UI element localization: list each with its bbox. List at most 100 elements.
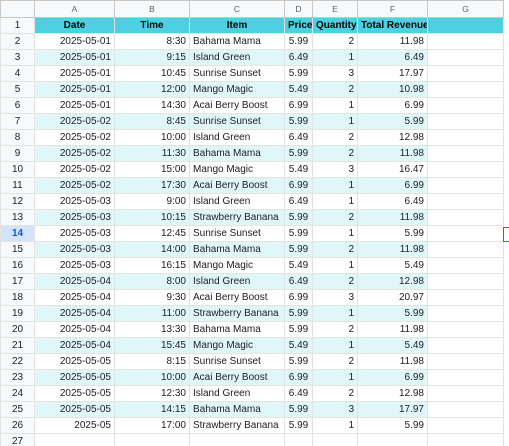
time-cell[interactable]: 11:30 <box>114 145 190 162</box>
date-cell[interactable]: 2025-05-01 <box>34 97 115 114</box>
item-cell[interactable]: Acai Berry Boost <box>189 97 285 114</box>
total-revenue-cell[interactable]: 11.98 <box>357 33 428 50</box>
item-cell[interactable]: Strawberry Banana <box>189 305 285 322</box>
price-cell[interactable]: 6.49 <box>284 129 313 146</box>
time-cell[interactable]: 8:00 <box>114 273 190 290</box>
item-cell[interactable]: Island Green <box>189 273 285 290</box>
item-cell[interactable]: Island Green <box>189 129 285 146</box>
date-cell[interactable]: 2025-05-02 <box>34 161 115 178</box>
empty-cell[interactable] <box>189 433 285 446</box>
header-cell-time[interactable]: Time <box>114 17 190 34</box>
empty-cell[interactable] <box>427 257 504 274</box>
row-header[interactable]: 9 <box>0 145 35 162</box>
total-revenue-cell[interactable]: 20.97 <box>357 289 428 306</box>
date-cell[interactable]: 2025-05-01 <box>34 65 115 82</box>
item-cell[interactable]: Mango Magic <box>189 161 285 178</box>
date-cell[interactable]: 2025-05-02 <box>34 177 115 194</box>
empty-cell[interactable] <box>114 433 190 446</box>
item-cell[interactable]: Mango Magic <box>189 81 285 98</box>
empty-cell[interactable] <box>427 193 504 210</box>
date-cell[interactable]: 2025-05-03 <box>34 257 115 274</box>
quantity-cell[interactable]: 1 <box>312 177 358 194</box>
time-cell[interactable]: 17:30 <box>114 177 190 194</box>
price-cell[interactable]: 5.99 <box>284 353 313 370</box>
time-cell[interactable]: 11:00 <box>114 305 190 322</box>
empty-cell[interactable] <box>427 273 504 290</box>
quantity-cell[interactable]: 2 <box>312 273 358 290</box>
date-cell[interactable]: 2025-05-05 <box>34 369 115 386</box>
price-cell[interactable]: 5.99 <box>284 321 313 338</box>
total-revenue-cell[interactable]: 11.98 <box>357 321 428 338</box>
empty-cell[interactable] <box>427 417 504 434</box>
total-revenue-cell[interactable]: 11.98 <box>357 145 428 162</box>
column-header-e[interactable]: E <box>312 0 358 18</box>
quantity-cell[interactable]: 1 <box>312 305 358 322</box>
item-cell[interactable]: Sunrise Sunset <box>189 225 285 242</box>
time-cell[interactable]: 13:30 <box>114 321 190 338</box>
time-cell[interactable]: 10:00 <box>114 129 190 146</box>
total-revenue-cell[interactable]: 12.98 <box>357 385 428 402</box>
header-cell-item[interactable]: Item <box>189 17 285 34</box>
item-cell[interactable]: Bahama Mama <box>189 241 285 258</box>
time-cell[interactable]: 12:45 <box>114 225 190 242</box>
item-cell[interactable]: Bahama Mama <box>189 145 285 162</box>
empty-cell[interactable] <box>427 49 504 66</box>
quantity-cell[interactable]: 2 <box>312 33 358 50</box>
column-header-g[interactable]: G <box>427 0 504 18</box>
quantity-cell[interactable]: 2 <box>312 209 358 226</box>
row-header[interactable]: 17 <box>0 273 35 290</box>
item-cell[interactable]: Island Green <box>189 49 285 66</box>
column-header-f[interactable]: F <box>357 0 428 18</box>
row-header[interactable]: 3 <box>0 49 35 66</box>
row-header[interactable]: 6 <box>0 97 35 114</box>
empty-cell[interactable] <box>357 433 428 446</box>
row-header[interactable]: 5 <box>0 81 35 98</box>
row-header[interactable]: 1 <box>0 17 35 34</box>
empty-cell[interactable] <box>427 337 504 354</box>
date-cell[interactable]: 2025-05-04 <box>34 337 115 354</box>
quantity-cell[interactable]: 3 <box>312 401 358 418</box>
row-header[interactable]: 18 <box>0 289 35 306</box>
date-cell[interactable]: 2025-05 <box>34 417 115 434</box>
date-cell[interactable]: 2025-05-04 <box>34 289 115 306</box>
empty-cell[interactable] <box>427 97 504 114</box>
date-cell[interactable]: 2025-05-03 <box>34 209 115 226</box>
time-cell[interactable]: 10:00 <box>114 369 190 386</box>
total-revenue-cell[interactable]: 6.99 <box>357 97 428 114</box>
column-header-b[interactable]: B <box>114 0 190 18</box>
select-all-corner[interactable] <box>0 0 35 18</box>
date-cell[interactable]: 2025-05-03 <box>34 241 115 258</box>
total-revenue-cell[interactable]: 12.98 <box>357 273 428 290</box>
quantity-cell[interactable]: 3 <box>312 65 358 82</box>
time-cell[interactable]: 12:00 <box>114 81 190 98</box>
time-cell[interactable]: 9:30 <box>114 289 190 306</box>
column-header-d[interactable]: D <box>284 0 313 18</box>
price-cell[interactable]: 6.49 <box>284 193 313 210</box>
date-cell[interactable]: 2025-05-02 <box>34 145 115 162</box>
price-cell[interactable]: 5.99 <box>284 225 313 242</box>
date-cell[interactable]: 2025-05-05 <box>34 385 115 402</box>
price-cell[interactable]: 6.99 <box>284 97 313 114</box>
row-header[interactable]: 13 <box>0 209 35 226</box>
quantity-cell[interactable]: 2 <box>312 241 358 258</box>
empty-cell[interactable] <box>427 305 504 322</box>
date-cell[interactable]: 2025-05-02 <box>34 129 115 146</box>
row-header[interactable]: 10 <box>0 161 35 178</box>
time-cell[interactable]: 8:30 <box>114 33 190 50</box>
quantity-cell[interactable]: 2 <box>312 129 358 146</box>
price-cell[interactable]: 5.99 <box>284 305 313 322</box>
header-cell-quantity[interactable]: Quantity <box>312 17 358 34</box>
quantity-cell[interactable]: 2 <box>312 321 358 338</box>
empty-cell[interactable] <box>427 17 504 34</box>
header-cell-date[interactable]: Date <box>34 17 115 34</box>
item-cell[interactable]: Island Green <box>189 193 285 210</box>
quantity-cell[interactable]: 1 <box>312 225 358 242</box>
total-revenue-cell[interactable]: 11.98 <box>357 353 428 370</box>
date-cell[interactable]: 2025-05-01 <box>34 81 115 98</box>
date-cell[interactable]: 2025-05-01 <box>34 33 115 50</box>
price-cell[interactable]: 5.99 <box>284 65 313 82</box>
time-cell[interactable]: 10:45 <box>114 65 190 82</box>
empty-cell[interactable] <box>427 65 504 82</box>
quantity-cell[interactable]: 2 <box>312 353 358 370</box>
time-cell[interactable]: 14:30 <box>114 97 190 114</box>
